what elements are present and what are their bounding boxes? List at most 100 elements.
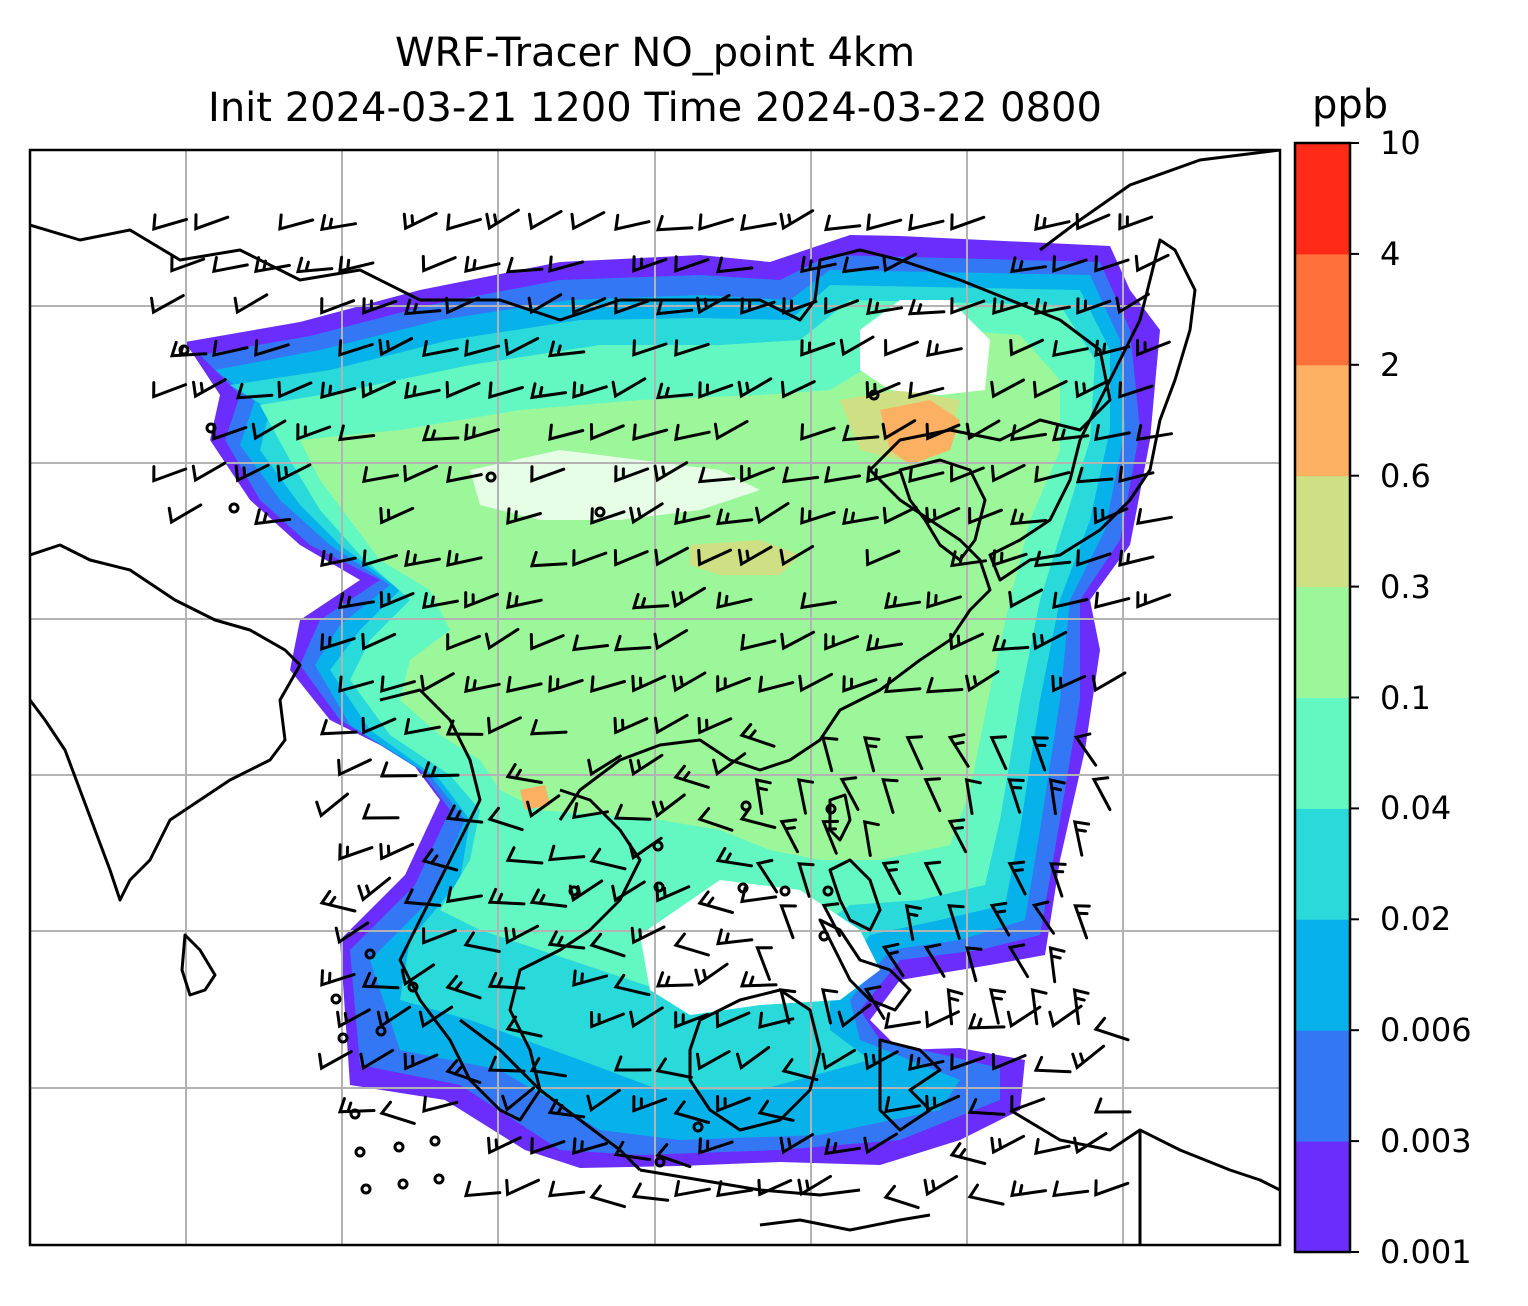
wind-barb — [716, 1180, 754, 1198]
wind-barb — [400, 963, 436, 987]
wind-barb — [1073, 732, 1098, 767]
wind-barb — [320, 633, 356, 651]
wind-barb — [589, 932, 626, 958]
wind-barb — [320, 969, 356, 987]
wind-barb — [422, 927, 457, 945]
wind-barb — [403, 1052, 439, 1071]
wind-barb — [739, 806, 777, 829]
wind-barb — [883, 676, 922, 694]
wind-barb — [740, 633, 777, 651]
wind-barb — [863, 985, 886, 1020]
wind-barb — [740, 465, 775, 483]
coastline-borneo — [688, 988, 822, 1132]
wind-barb — [505, 1178, 540, 1197]
wind-barb — [1076, 549, 1112, 567]
colorbar-tick-label: 10 — [1380, 124, 1421, 162]
wind-barb — [779, 209, 815, 231]
colorbar-segment — [1295, 475, 1350, 588]
wind-barb — [754, 778, 772, 815]
wind-barb — [698, 381, 734, 399]
wind-barb — [839, 335, 875, 357]
wind-barb — [1072, 988, 1090, 1026]
wind-barb — [925, 676, 964, 694]
coastline-china-north — [30, 223, 1112, 821]
wind-barb — [740, 214, 777, 232]
wind-barb — [613, 634, 652, 652]
wind-barb — [445, 380, 481, 399]
wind-barb — [655, 1057, 693, 1079]
wind-barb — [505, 1015, 543, 1038]
wind-barb — [925, 1094, 961, 1113]
wind-barb — [572, 549, 608, 567]
wind-barb — [778, 988, 797, 1025]
wind-barb — [965, 419, 1001, 441]
wind-barb — [947, 818, 968, 854]
wind-barb — [1136, 339, 1171, 357]
wind-barb — [1048, 946, 1066, 984]
wind-barb — [780, 380, 816, 399]
wind-barb — [1009, 338, 1044, 357]
wind-barb — [379, 506, 415, 525]
colorbar-segment — [1295, 1030, 1350, 1142]
wind-barb — [884, 339, 919, 357]
wind-barb — [796, 778, 815, 815]
wind-barb — [212, 256, 249, 274]
coastline-korea — [898, 458, 987, 562]
wind-barb — [755, 858, 779, 894]
coastline-sumatra — [459, 1018, 642, 1172]
wind-barb — [923, 860, 943, 896]
wind-barb — [464, 339, 501, 358]
wind-barb — [821, 902, 842, 938]
coastline-russia-ne — [1039, 150, 1280, 252]
wind-barb — [278, 213, 315, 231]
coastline-newguinea — [1009, 1108, 1280, 1192]
wind-barb — [422, 592, 459, 610]
wind-barb — [445, 886, 483, 904]
wind-barb — [882, 252, 918, 273]
wind-barb — [589, 1184, 626, 1209]
wind-barb — [950, 1053, 986, 1071]
wind-barb — [1136, 508, 1173, 526]
wind-barb — [404, 381, 441, 400]
wind-barb — [1136, 591, 1172, 609]
wind-barb — [318, 1050, 353, 1071]
wind-barb — [504, 336, 540, 357]
wind-barb — [990, 463, 1026, 483]
wind-barb — [1052, 255, 1088, 273]
wind-barb — [630, 925, 666, 945]
wind-barb — [881, 942, 905, 978]
wind-barb — [823, 466, 861, 484]
wind-barb — [736, 1046, 771, 1071]
wind-barb — [527, 293, 563, 315]
wind-barb — [950, 550, 988, 568]
wind-barb — [506, 591, 543, 610]
wind-barb — [904, 904, 922, 941]
wind-barb — [884, 592, 922, 610]
wind-barb — [715, 1010, 751, 1029]
wind-barb — [234, 463, 270, 483]
wind-barb — [842, 256, 880, 274]
wind-barb — [1093, 1097, 1132, 1114]
map-title-line2: Init 2024-03-21 1200 Time 2024-03-22 080… — [208, 85, 1102, 131]
coastline-india — [30, 543, 302, 902]
wind-barb — [379, 842, 415, 861]
wind-barb — [671, 586, 706, 609]
wind-barb — [1118, 465, 1155, 483]
wind-barb — [824, 1138, 862, 1156]
wind-barb — [800, 507, 836, 525]
wind-barb — [697, 807, 734, 832]
wind-barb — [697, 716, 733, 735]
wind-barb — [967, 1013, 1006, 1030]
wind-barb — [674, 423, 711, 442]
wind-barb — [629, 502, 664, 525]
colorbar-tick-label: 2 — [1380, 345, 1401, 384]
wind-barb — [713, 419, 749, 441]
wind-barb — [950, 465, 985, 483]
coastline-taiwan — [828, 793, 852, 842]
wind-barb — [191, 461, 227, 483]
wind-barb — [1115, 292, 1150, 315]
wind-barb — [800, 339, 836, 357]
wind-barb — [990, 1134, 1026, 1155]
wind-barb — [757, 1178, 793, 1197]
wind-barb — [337, 1097, 376, 1114]
